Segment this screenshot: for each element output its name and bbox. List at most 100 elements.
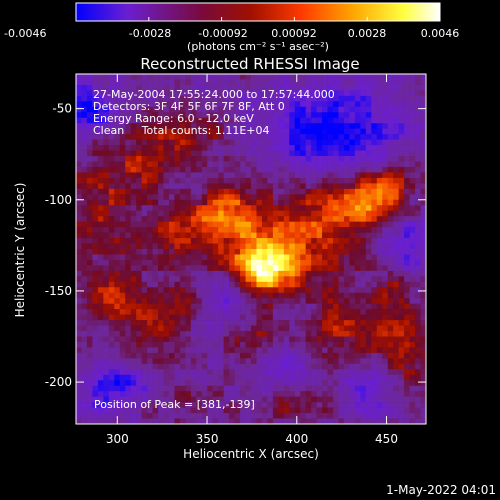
- heatmap-cell: [409, 249, 416, 255]
- heatmap-cell: [333, 331, 339, 337]
- heatmap-cell: [92, 259, 99, 266]
- heatmap-cell: [256, 227, 263, 233]
- heatmap-cell: [97, 216, 104, 222]
- heatmap-cell: [130, 292, 137, 299]
- heatmap-cell: [376, 341, 383, 348]
- heatmap-cell: [240, 145, 246, 151]
- heatmap-cell: [229, 249, 235, 255]
- heatmap-cell: [272, 380, 279, 387]
- heatmap-cell: [207, 374, 214, 381]
- heatmap-cell: [234, 396, 241, 403]
- heatmap-cell: [398, 183, 405, 190]
- heatmap-cell: [179, 374, 186, 381]
- heatmap-cell: [158, 385, 164, 392]
- heatmap-cell: [168, 134, 175, 140]
- heatmap-cell: [130, 106, 137, 113]
- heatmap-cell: [393, 276, 399, 283]
- heatmap-cell: [415, 380, 421, 387]
- heatmap-cell: [212, 232, 219, 239]
- heatmap-cell: [398, 265, 405, 272]
- heatmap-cell: [103, 309, 110, 315]
- heatmap-cell: [409, 139, 416, 146]
- heatmap-cell: [311, 276, 317, 283]
- heatmap-cell: [316, 380, 323, 387]
- heatmap-cell: [420, 232, 427, 239]
- heatmap-cell: [283, 391, 290, 397]
- heatmap-cell: [103, 123, 110, 129]
- heatmap-cell: [141, 281, 148, 288]
- heatmap-cell: [283, 369, 290, 376]
- heatmap-cell: [267, 134, 274, 140]
- heatmap-cell: [212, 352, 219, 359]
- heatmap-cell: [234, 74, 241, 80]
- heatmap-cell: [382, 199, 389, 206]
- heatmap-cell: [283, 150, 290, 157]
- heatmap-cell: [420, 183, 427, 190]
- heatmap-cell: [354, 298, 361, 304]
- heatmap-cell: [179, 276, 186, 283]
- heatmap-cell: [201, 249, 208, 255]
- heatmap-cell: [136, 413, 142, 419]
- heatmap-cell: [261, 90, 268, 97]
- heatmap-cell: [409, 325, 416, 332]
- heatmap-cell: [387, 407, 394, 414]
- heatmap-cell: [322, 352, 328, 359]
- heatmap-cell: [338, 418, 345, 425]
- heatmap-cell: [229, 270, 235, 277]
- heatmap-cell: [86, 205, 93, 212]
- heatmap-cell: [300, 254, 306, 261]
- heatmap-cell: [360, 194, 367, 201]
- heatmap-cell: [119, 156, 126, 162]
- heatmap-cell: [393, 413, 399, 419]
- heatmap-cell: [316, 391, 323, 397]
- heatmap-cell: [360, 265, 367, 272]
- heatmap-cell: [305, 281, 312, 288]
- heatmap-cell: [81, 156, 88, 162]
- heatmap-cell: [382, 188, 389, 195]
- heatmap-cell: [179, 380, 186, 387]
- heatmap-cell: [305, 216, 312, 222]
- heatmap-cell: [343, 374, 350, 381]
- heatmap-cell: [114, 391, 121, 397]
- heatmap-cell: [327, 112, 334, 119]
- heatmap-cell: [130, 145, 137, 151]
- heatmap-cell: [76, 84, 82, 91]
- heatmap-cell: [267, 216, 274, 222]
- heatmap-cell: [240, 331, 246, 337]
- heatmap-cell: [376, 352, 383, 359]
- heatmap-cell: [152, 270, 159, 277]
- heatmap-cell: [218, 380, 224, 387]
- heatmap-cell: [338, 298, 345, 304]
- heatmap-cell: [415, 276, 421, 283]
- heatmap-cell: [81, 407, 88, 414]
- heatmap-cell: [245, 265, 252, 272]
- heatmap-cell: [251, 358, 257, 365]
- annotation-time-range: 27-May-2004 17:55:24.000 to 17:57:44.000: [93, 88, 335, 101]
- heatmap-cell: [251, 352, 257, 359]
- heatmap-cell: [163, 145, 170, 151]
- heatmap-cell: [420, 161, 427, 168]
- heatmap-cell: [365, 254, 372, 261]
- heatmap-cell: [185, 74, 192, 80]
- heatmap-cell: [283, 128, 290, 135]
- heatmap-cell: [316, 106, 323, 113]
- heatmap-cell: [409, 281, 416, 288]
- heatmap-cell: [136, 352, 142, 359]
- heatmap-cell: [218, 134, 224, 140]
- heatmap-cell: [103, 254, 110, 261]
- heatmap-cell: [174, 265, 181, 272]
- heatmap-cell: [168, 369, 175, 376]
- heatmap-cell: [212, 413, 219, 419]
- heatmap-cell: [420, 407, 427, 414]
- heatmap-cell: [343, 369, 350, 376]
- heatmap-cell: [387, 281, 394, 288]
- heatmap-cell: [420, 249, 427, 255]
- heatmap-cell: [223, 166, 230, 173]
- heatmap-cell: [212, 106, 219, 113]
- heatmap-cell: [168, 314, 175, 321]
- heatmap-cell: [130, 413, 137, 419]
- heatmap-cell: [196, 112, 203, 119]
- heatmap-cell: [201, 396, 208, 403]
- heatmap-cell: [343, 90, 350, 97]
- heatmap-cell: [212, 199, 219, 206]
